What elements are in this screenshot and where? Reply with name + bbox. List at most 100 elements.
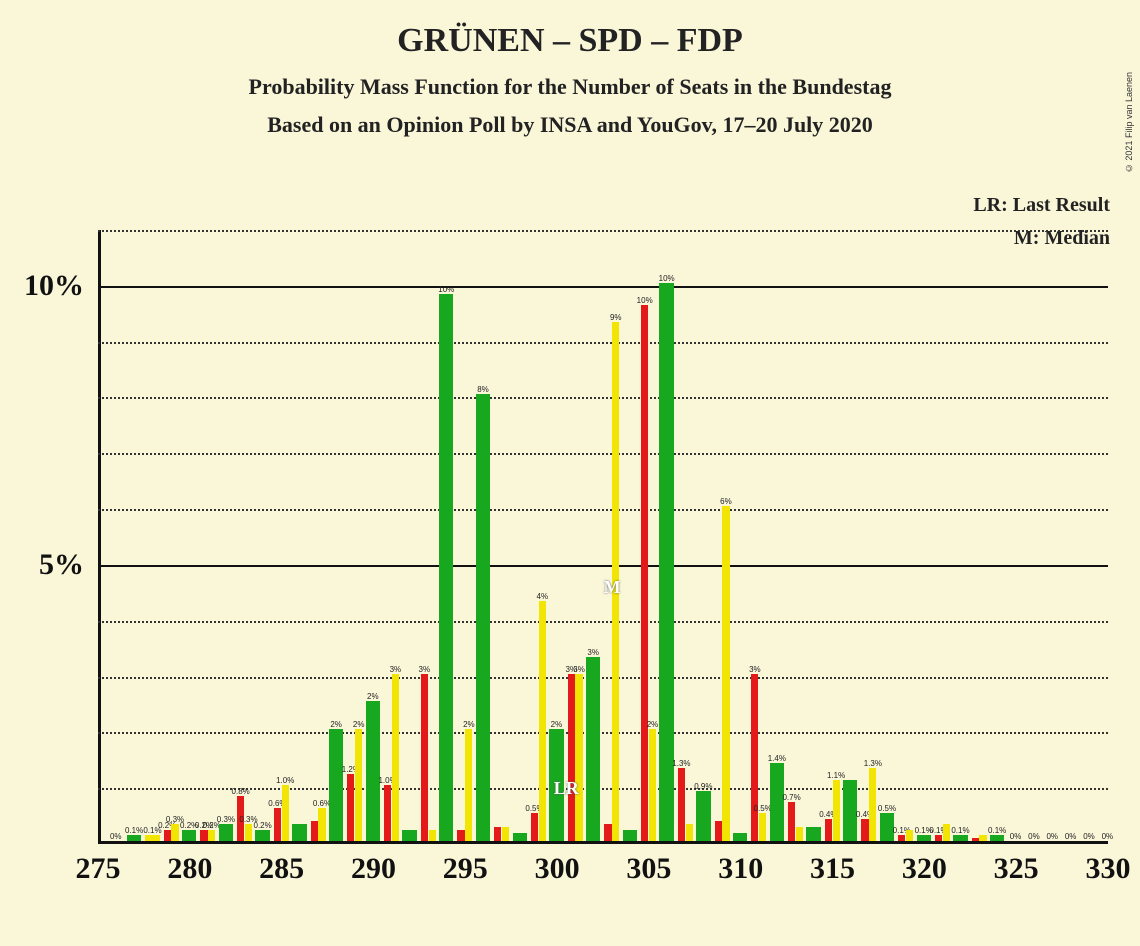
chart-plot-area: 0%0.1%0.1%0.2%0.3%0.2%0.2%0.2%0.3%0.8%0.… [98, 230, 1108, 844]
bar-yellow: 0.3% [245, 824, 252, 841]
bar-green: 8% [476, 394, 490, 841]
bar-value-label: 0.9% [694, 782, 712, 791]
x-axis-tick-label: 315 [810, 852, 855, 886]
x-axis-tick-label: 285 [259, 852, 304, 886]
bar-value-label: 0.8% [232, 787, 250, 796]
bar-yellow: 2% [649, 729, 656, 841]
bar-yellow: 2% [355, 729, 362, 841]
bar-red [972, 838, 979, 841]
bar-yellow [943, 824, 950, 841]
bar-yellow [686, 824, 693, 841]
bar-red: 1.3% [678, 768, 685, 841]
bar-value-label: 0.5% [878, 804, 896, 813]
bar-green: 3% [586, 657, 600, 841]
y-axis-tick-label: 10% [24, 269, 84, 303]
bar-value-label: 6% [720, 497, 732, 506]
bar-value-label: 4% [537, 592, 549, 601]
x-axis-tick-label: 325 [994, 852, 1039, 886]
x-axis-tick-label: 300 [535, 852, 580, 886]
chart-subtitle-1: Probability Mass Function for the Number… [0, 74, 1140, 100]
bar-red: 3% [421, 674, 428, 841]
x-axis-tick-label: 310 [718, 852, 763, 886]
x-axis-tick-label: 320 [902, 852, 947, 886]
bar-yellow: 1.0% [282, 785, 289, 841]
bar-green: 2% [329, 729, 343, 841]
bar-value-label: 0.3% [217, 815, 235, 824]
bar-green: 0.1% [127, 835, 141, 841]
bar-yellow [429, 830, 436, 841]
bar-red [311, 821, 318, 841]
bar-yellow: 1.1% [833, 780, 840, 841]
bar-value-label: 2% [330, 720, 342, 729]
bar-value-label: 2% [353, 720, 365, 729]
bar-yellow: 1.3% [869, 768, 876, 841]
bar-value-label: 0% [1028, 832, 1040, 841]
bar-value-label: 0.2% [254, 821, 272, 830]
bar-green [623, 830, 637, 841]
bar-green: 0.1% [953, 835, 967, 841]
legend-lr: LR: Last Result [973, 194, 1110, 217]
bar-red: 0.4% [825, 819, 832, 841]
bar-yellow: 0.3% [171, 824, 178, 841]
bar-green [806, 827, 820, 841]
bar-green: 0.2% [255, 830, 269, 841]
bar-green [402, 830, 416, 841]
bar-red: 3% [751, 674, 758, 841]
x-axis-tick-label: 330 [1086, 852, 1131, 886]
bar-value-label: 10% [659, 274, 675, 283]
bar-value-label: 2% [463, 720, 475, 729]
bar-green [733, 833, 747, 841]
bar-green: 0.1% [917, 835, 931, 841]
bar-red: 0.1% [935, 835, 942, 841]
bar-value-label: 1.3% [672, 759, 690, 768]
bar-value-label: 10% [438, 285, 454, 294]
bar-red: 1.0% [384, 785, 391, 841]
bar-yellow: 3% [392, 674, 399, 841]
bar-yellow: 4% [539, 601, 546, 841]
chart-title: GRÜNEN – SPD – FDP [0, 22, 1140, 60]
bar-value-label: 3% [419, 665, 431, 674]
bar-green: 0.3% [219, 824, 233, 841]
bar-value-label: 0.1% [988, 826, 1006, 835]
bar-red: 3% [568, 674, 575, 841]
bar-yellow: 0.5% [759, 813, 766, 841]
bar-value-label: 3% [390, 665, 402, 674]
marker-m: M [604, 577, 621, 598]
bar-green: 2% [366, 701, 380, 841]
bar-value-label: 0% [1046, 832, 1058, 841]
x-axis-tick-label: 290 [351, 852, 396, 886]
chart-subtitle-2: Based on an Opinion Poll by INSA and You… [0, 112, 1140, 138]
bar-green [292, 824, 306, 841]
bar-value-label: 8% [477, 385, 489, 394]
bar-red: 0.5% [531, 813, 538, 841]
bar-green: 0.9% [696, 791, 710, 841]
bar-red [494, 827, 501, 841]
x-axis-tick-label: 280 [167, 852, 212, 886]
x-axis-tick-label: 305 [626, 852, 671, 886]
bar-value-label: 3% [573, 665, 585, 674]
bar-red: 1.2% [347, 774, 354, 841]
bar-value-label: 0% [1083, 832, 1095, 841]
marker-lr: LR [554, 778, 579, 799]
bar-red [715, 821, 722, 841]
bar-green: 10% [439, 294, 453, 841]
bar-yellow [796, 827, 803, 841]
bar-yellow: 2% [465, 729, 472, 841]
copyright-text: © 2021 Filip van Laenen [1124, 72, 1134, 173]
bar-yellow: 6% [722, 506, 729, 841]
bar-value-label: 0.1% [125, 826, 143, 835]
bar-red: 0.7% [788, 802, 795, 841]
bar-red [604, 824, 611, 841]
bar-yellow: 3% [575, 674, 582, 841]
bar-yellow: 0.2% [208, 830, 215, 841]
bar-red: 0.6% [274, 808, 281, 841]
bar-value-label: 2% [551, 720, 563, 729]
bar-value-label: 2% [647, 720, 659, 729]
bar-green: 0.1% [990, 835, 1004, 841]
bar-yellow [502, 827, 509, 841]
bar-yellow [906, 830, 913, 841]
bar-value-label: 0% [1065, 832, 1077, 841]
bar-red: 0.2% [200, 830, 207, 841]
bar-green: 10% [659, 283, 673, 841]
bar-red: 0.1% [898, 835, 905, 841]
